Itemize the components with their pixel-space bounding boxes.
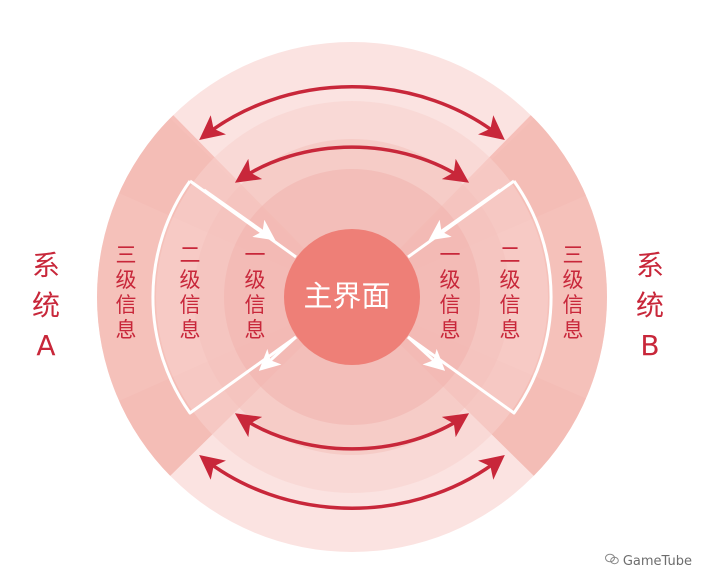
level3-left-c3: 信 [115, 293, 137, 317]
level1-left-c1: 一 [244, 243, 266, 267]
level2-right-c4: 息 [499, 318, 521, 342]
level1-left: 一 级 信 息 [242, 243, 268, 343]
level1-right-c2: 级 [439, 268, 461, 292]
level3-left-c4: 息 [115, 318, 137, 342]
level1-right-c4: 息 [439, 318, 461, 342]
white-arrow-upper-right [428, 188, 501, 241]
red-arc-top-inner [234, 145, 470, 183]
system-b-char-3: B [640, 329, 660, 362]
system-b-char-1: 系 [635, 249, 664, 282]
level2-left-c3: 信 [179, 293, 201, 317]
level1-right-c3: 信 [439, 293, 461, 317]
level3-left-c1: 三 [115, 243, 137, 267]
white-arrow-lower-left [258, 335, 298, 371]
system-a-char-1: 系 [31, 249, 60, 282]
level2-right-c2: 级 [499, 268, 521, 292]
level1-right: 一 级 信 息 [437, 243, 463, 343]
level3-left-c2: 级 [115, 268, 137, 292]
level2-left: 二 级 信 息 [177, 243, 203, 343]
red-arc-top-outer [199, 85, 505, 141]
white-arrow-lower-right [406, 335, 446, 371]
level2-left-c4: 息 [179, 318, 201, 342]
level3-right: 三 级 信 息 [560, 243, 586, 343]
wechat-icon [604, 553, 619, 570]
system-b-char-2: 统 [635, 289, 664, 322]
white-arrow-upper-left [203, 188, 276, 241]
level1-left-c3: 信 [244, 293, 266, 317]
system-b-label: 系 统 B [630, 246, 670, 366]
level2-right-c3: 信 [499, 293, 521, 317]
center-label: 主界面 [303, 279, 391, 313]
level2-left-c2: 级 [179, 268, 201, 292]
system-a-char-3: A [36, 329, 56, 362]
level2-right-c1: 二 [499, 243, 521, 267]
level2-right: 二 级 信 息 [497, 243, 523, 343]
red-arc-bottom-inner [234, 413, 470, 451]
level1-left-c4: 息 [244, 318, 266, 342]
watermark: GameTube [604, 553, 692, 570]
level3-left: 三 级 信 息 [113, 243, 139, 343]
level3-right-c3: 信 [562, 293, 584, 317]
level3-right-c2: 级 [562, 268, 584, 292]
center-circle [284, 229, 420, 365]
level1-left-c2: 级 [244, 268, 266, 292]
system-a-char-2: 统 [31, 289, 60, 322]
system-a-label: 系 统 A [26, 246, 66, 366]
level3-right-c1: 三 [562, 243, 584, 267]
watermark-text: GameTube [622, 553, 692, 569]
level1-right-c1: 一 [439, 243, 461, 267]
level2-left-c1: 二 [179, 243, 201, 267]
red-arc-bottom-outer [199, 454, 505, 510]
level3-right-c4: 息 [562, 318, 584, 342]
